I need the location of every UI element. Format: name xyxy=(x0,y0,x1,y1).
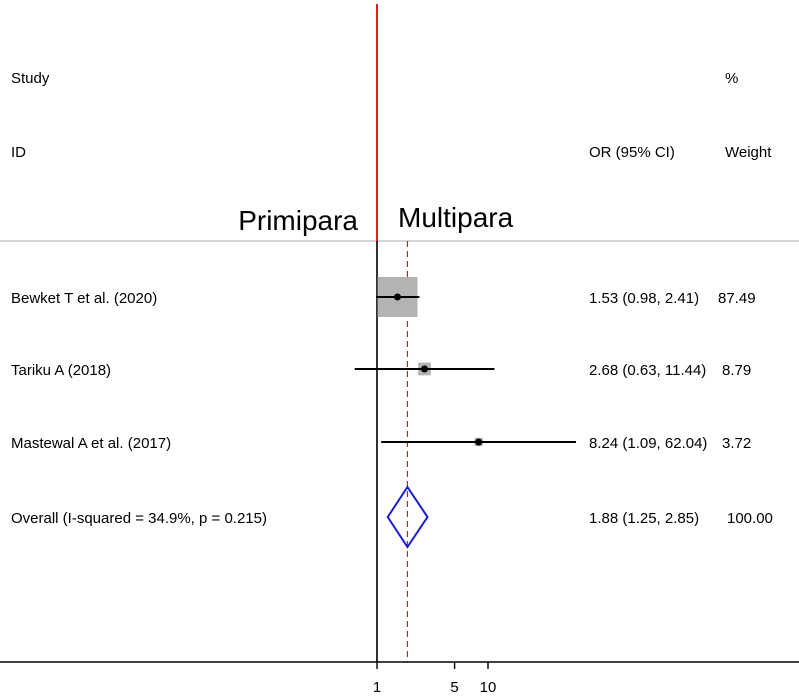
x-tick-label: 10 xyxy=(480,679,497,696)
header-percent: % xyxy=(725,70,738,87)
overall-row: Overall (I-squared = 34.9%, p = 0.215) 1… xyxy=(11,485,773,549)
point-estimate xyxy=(475,438,483,446)
study-ci-text: 8.24 (1.09, 62.04) xyxy=(589,435,707,452)
study-weight-text: 3.72 xyxy=(722,435,751,452)
overall-diamond xyxy=(386,485,429,549)
label-multipara: Multipara xyxy=(398,202,514,233)
study-row: Tariku A (2018) 2.68 (0.63, 11.44) 8.79 xyxy=(11,362,751,379)
x-tick-label: 1 xyxy=(373,679,381,696)
point-estimate xyxy=(394,293,402,301)
study-weight-text: 8.79 xyxy=(722,362,751,379)
study-row: Bewket T et al. (2020) 1.53 (0.98, 2.41)… xyxy=(11,277,756,317)
study-label: Mastewal A et al. (2017) xyxy=(11,435,171,452)
header-weight: Weight xyxy=(725,144,772,161)
header-effect: OR (95% CI) xyxy=(589,144,675,161)
header-study: Study xyxy=(11,70,50,87)
header-id: ID xyxy=(11,144,26,161)
study-label: Tariku A (2018) xyxy=(11,362,111,379)
study-weight-text: 87.49 xyxy=(718,290,756,307)
label-primipara: Primipara xyxy=(238,205,358,236)
overall-ci-text: 1.88 (1.25, 2.85) xyxy=(589,510,699,527)
x-axis-ticks: 1 5 10 xyxy=(373,662,497,696)
x-tick-label: 5 xyxy=(450,679,458,696)
study-row: Mastewal A et al. (2017) 8.24 (1.09, 62.… xyxy=(11,435,751,452)
study-label: Bewket T et al. (2020) xyxy=(11,290,157,307)
point-estimate xyxy=(421,365,429,373)
overall-label: Overall (I-squared = 34.9%, p = 0.215) xyxy=(11,510,267,527)
study-ci-text: 2.68 (0.63, 11.44) xyxy=(589,362,706,379)
overall-weight-text: 100.00 xyxy=(727,510,773,527)
study-ci-text: 1.53 (0.98, 2.41) xyxy=(589,290,699,307)
